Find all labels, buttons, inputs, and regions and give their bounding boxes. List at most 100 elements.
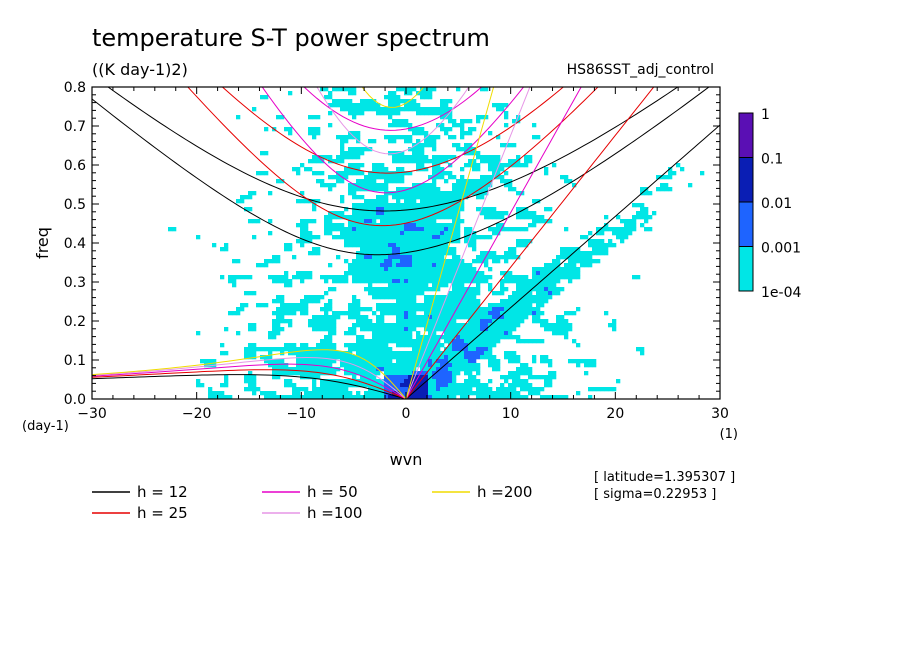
power-cell (416, 111, 421, 116)
power-cell (384, 331, 389, 336)
power-cell (312, 375, 317, 380)
power-cell (568, 255, 573, 260)
power-cell (344, 239, 349, 244)
power-cell (428, 107, 433, 112)
power-cell (392, 295, 397, 300)
power-cell (620, 231, 625, 236)
power-cell (348, 147, 353, 152)
power-cell (524, 299, 529, 304)
power-cell (428, 211, 433, 216)
power-cell (364, 179, 369, 184)
power-cell (532, 219, 537, 224)
power-cell (372, 287, 377, 292)
power-cell (412, 143, 417, 148)
power-cell (460, 311, 465, 316)
power-cell (500, 375, 505, 380)
power-cell (384, 351, 389, 356)
power-cell (552, 275, 557, 280)
power-cell (508, 375, 513, 380)
power-cell (388, 115, 393, 120)
power-cell (328, 91, 333, 96)
power-cell (448, 119, 453, 124)
power-cell (408, 239, 413, 244)
power-cell (356, 319, 361, 324)
power-cell (376, 339, 381, 344)
power-cell (464, 387, 469, 392)
power-cell (436, 395, 441, 399)
power-cell (364, 375, 369, 380)
power-cell (416, 103, 421, 108)
power-cell (352, 131, 357, 136)
power-cell (380, 335, 385, 340)
power-cell (376, 195, 381, 200)
power-cell (664, 183, 669, 188)
power-cell (308, 391, 313, 396)
power-cell (368, 99, 373, 104)
power-cell (376, 199, 381, 204)
power-cell (444, 247, 449, 252)
power-cell (512, 307, 517, 312)
power-cell (256, 171, 261, 176)
power-cell (408, 363, 413, 368)
power-cell (348, 327, 353, 332)
power-cell (400, 339, 405, 344)
power-cell (484, 311, 489, 316)
power-cell (420, 387, 425, 392)
power-cell (432, 135, 437, 140)
power-cell (464, 267, 469, 272)
power-cell (416, 191, 421, 196)
power-cell (308, 271, 313, 276)
power-cell (456, 143, 461, 148)
power-cell (468, 275, 473, 280)
power-cell (376, 291, 381, 296)
power-cell (348, 219, 353, 224)
power-cell (388, 339, 393, 344)
power-cell (356, 355, 361, 360)
power-cell (484, 179, 489, 184)
power-cell (612, 227, 617, 232)
power-cell (376, 279, 381, 284)
power-cell (304, 367, 309, 372)
power-cell (432, 255, 437, 260)
power-cell (464, 131, 469, 136)
power-cell (460, 179, 465, 184)
power-cell (416, 259, 421, 264)
power-cell (456, 367, 461, 372)
power-cell (220, 351, 225, 356)
power-cell (552, 395, 557, 399)
power-cell (372, 375, 377, 380)
power-cell (368, 171, 373, 176)
power-cell (348, 191, 353, 196)
power-cell (392, 355, 397, 360)
power-cell (612, 319, 617, 324)
power-cell (344, 367, 349, 372)
power-cell (504, 335, 509, 340)
power-cell (480, 351, 485, 356)
power-cell (332, 87, 337, 92)
power-cell (644, 191, 649, 196)
power-cell (536, 391, 541, 396)
power-cell (460, 395, 465, 399)
power-cell (588, 263, 593, 268)
power-cell (556, 331, 561, 336)
power-cell (404, 299, 409, 304)
power-cell (484, 319, 489, 324)
power-cell (452, 335, 457, 340)
power-cell (572, 255, 577, 260)
power-cell (376, 215, 381, 220)
power-cell (400, 387, 405, 392)
power-cell (332, 367, 337, 372)
power-cell (408, 271, 413, 276)
power-cell (396, 247, 401, 252)
power-cell (492, 291, 497, 296)
power-cell (504, 395, 509, 399)
power-cell (480, 187, 485, 192)
power-cell (292, 303, 297, 308)
power-cell (216, 391, 221, 396)
power-cell (348, 383, 353, 388)
power-cell (564, 331, 569, 336)
power-cell (376, 335, 381, 340)
power-cell (416, 127, 421, 132)
power-cell (384, 287, 389, 292)
power-cell (640, 203, 645, 208)
